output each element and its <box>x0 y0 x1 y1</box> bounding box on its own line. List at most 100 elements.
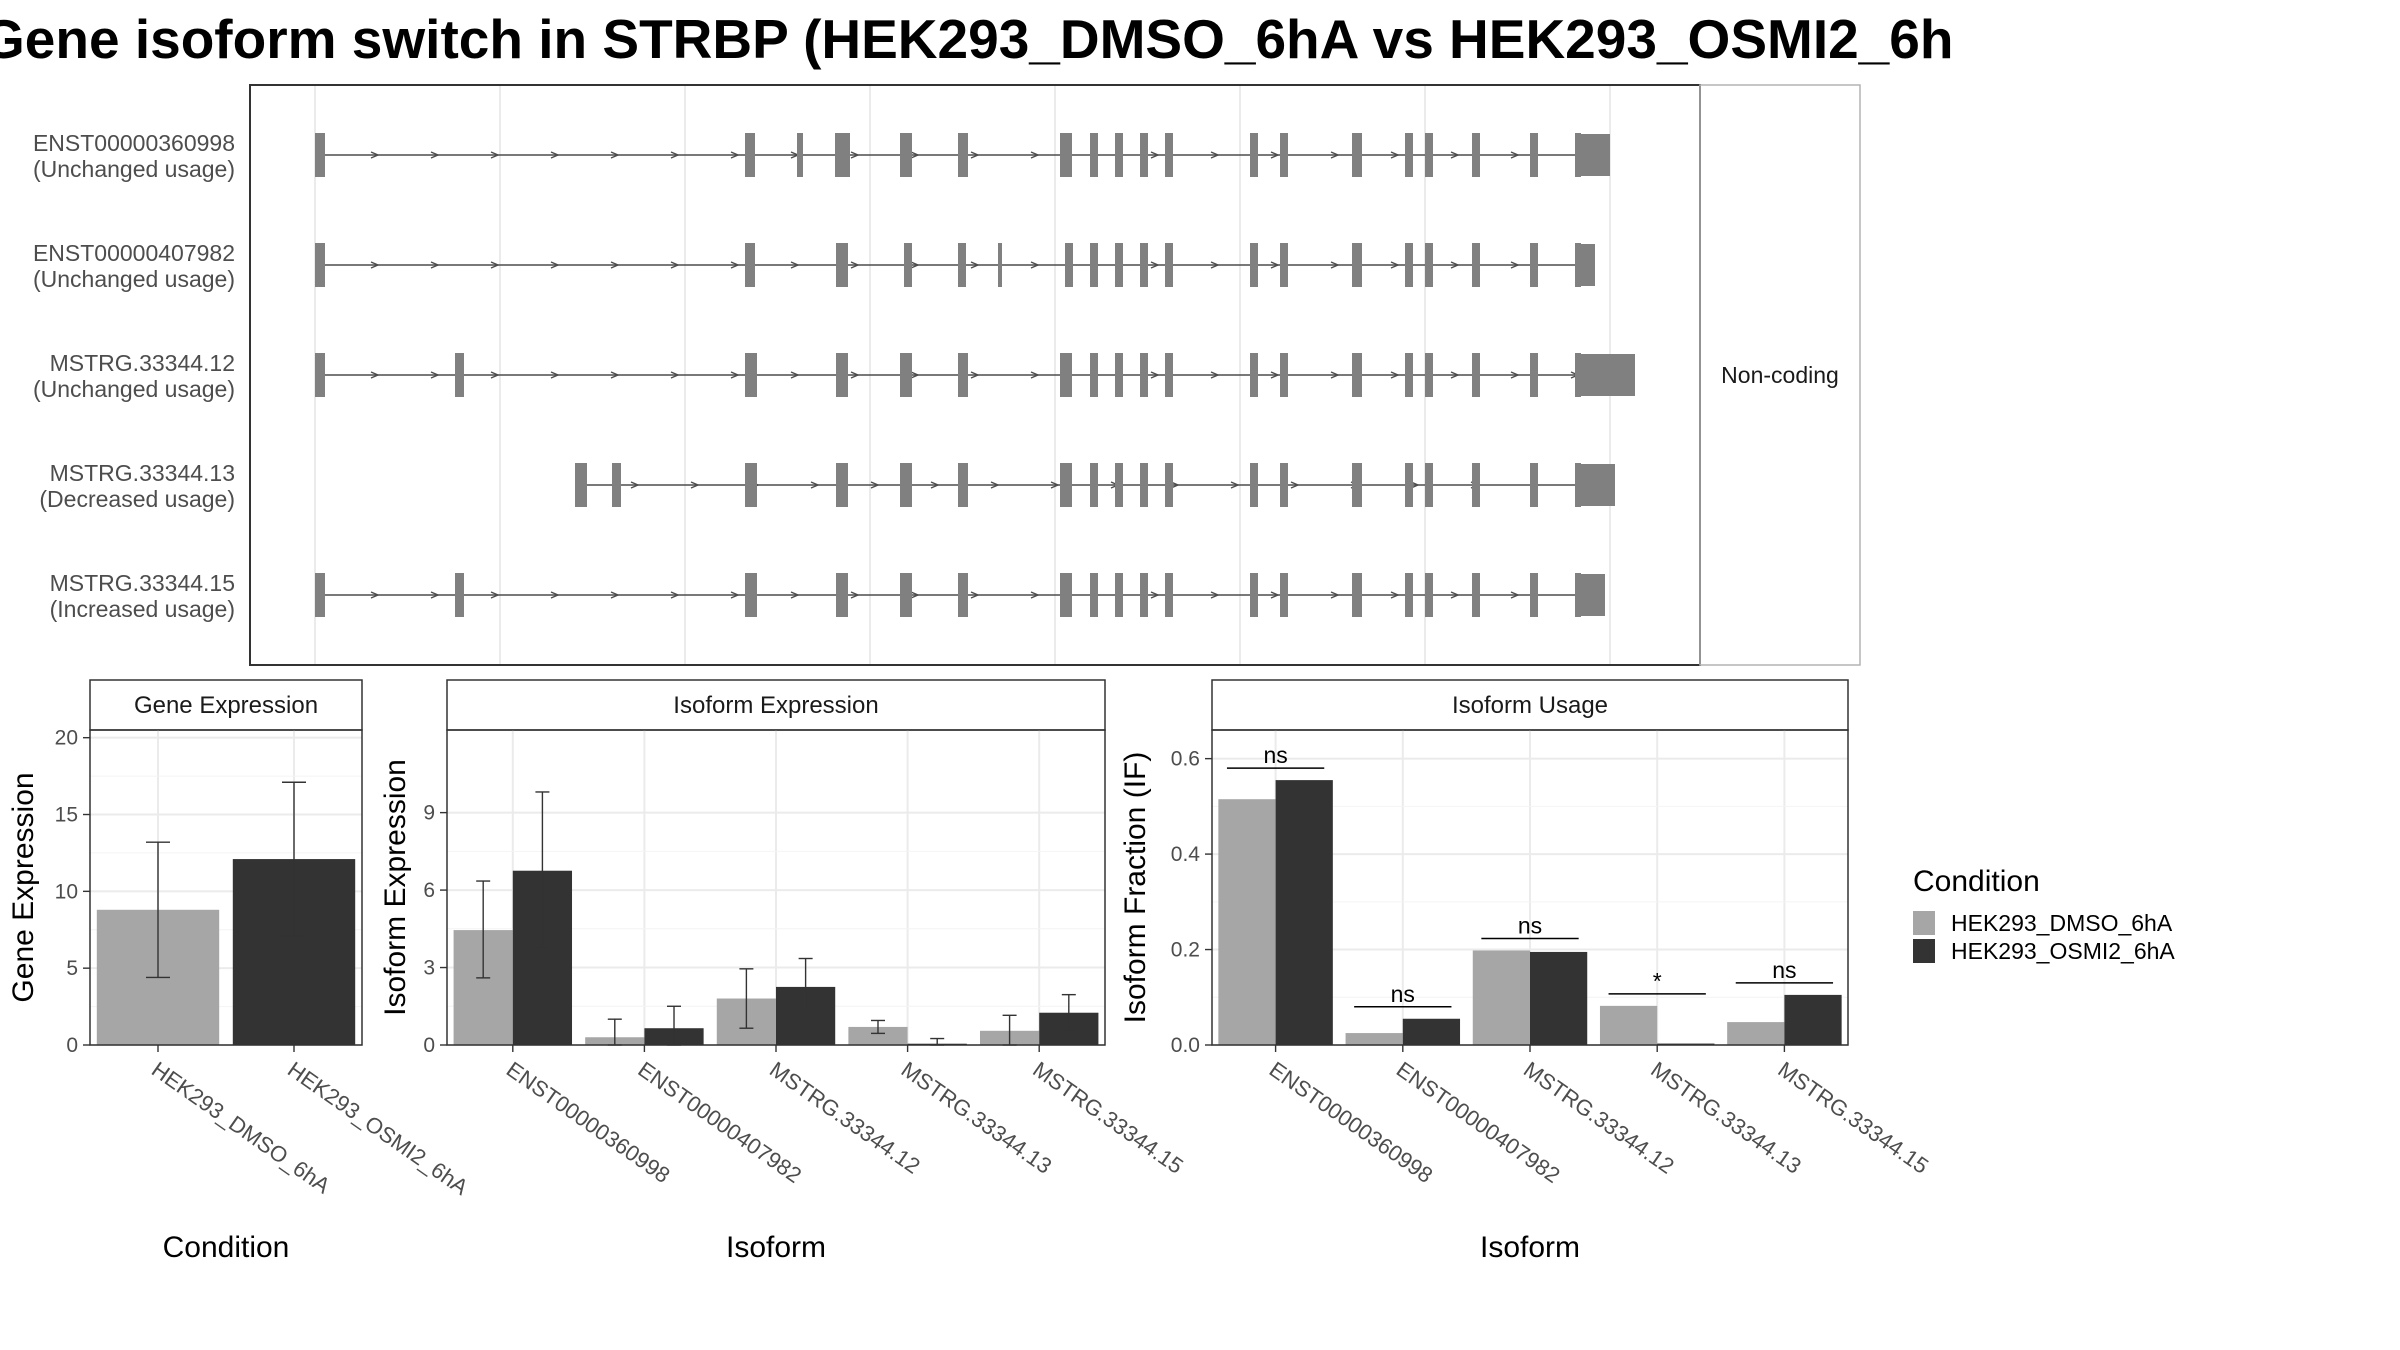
exon-block <box>958 463 968 507</box>
exon-block <box>1580 134 1610 176</box>
exon-block <box>797 133 803 177</box>
bar-osmi <box>1275 780 1333 1045</box>
panel-strip-title: Gene Expression <box>134 692 318 719</box>
exon-block <box>1140 573 1148 617</box>
exon-block <box>1165 133 1173 177</box>
panel-strip <box>1211 679 1849 731</box>
exon-block <box>1140 353 1148 397</box>
legend-title: Condition <box>1913 865 2040 898</box>
strand-arrow <box>610 261 620 269</box>
y-tick-label: 10 <box>55 880 78 903</box>
strand-arrow <box>1330 151 1340 159</box>
strand-arrow <box>1510 371 1520 379</box>
strand-arrow <box>430 591 440 599</box>
isoform-id-label: MSTRG.33344.13 <box>50 460 235 486</box>
exon-block <box>1472 353 1480 397</box>
exon-block <box>745 463 755 507</box>
y-axis-title: Gene Expression <box>7 772 40 1002</box>
exon-block <box>1530 133 1538 177</box>
strand-arrow <box>490 591 500 599</box>
y-tick-label: 0.4 <box>1171 843 1201 866</box>
y-tick-label: 6 <box>423 879 435 902</box>
exon-block <box>1425 243 1433 287</box>
isoform-usage-label: (Unchanged usage) <box>33 156 235 182</box>
exon-block <box>958 353 968 397</box>
exon-block <box>1065 243 1073 287</box>
y-axis-title: Isoform Expression <box>379 759 412 1016</box>
strand-arrow <box>1450 151 1460 159</box>
panel-strip-title: Isoform Expression <box>673 692 878 719</box>
y-tick-label: 9 <box>423 802 435 825</box>
strand-arrow <box>370 261 380 269</box>
strand-arrow <box>1450 371 1460 379</box>
exon-block <box>1250 573 1258 617</box>
y-tick-label: 0.2 <box>1171 939 1200 962</box>
strand-arrow <box>1170 481 1180 489</box>
exon-block <box>1405 463 1413 507</box>
bar-dmso <box>1727 1022 1785 1045</box>
strand-arrow <box>1270 261 1280 269</box>
isoform-track <box>575 463 1615 507</box>
isoform-usage-label: (Increased usage) <box>50 596 235 622</box>
exon-block <box>315 243 325 287</box>
strand-arrow <box>370 371 380 379</box>
bar-dmso <box>1345 1033 1403 1045</box>
strand-arrow <box>370 591 380 599</box>
strand-arrow <box>370 151 380 159</box>
strand-arrow <box>430 151 440 159</box>
strand-arrow <box>1270 151 1280 159</box>
strand-arrow <box>870 481 880 489</box>
exon-block <box>1575 353 1581 397</box>
exon-block <box>315 353 325 397</box>
exon-block <box>1580 464 1615 506</box>
strand-arrow <box>850 371 860 379</box>
strand-arrow <box>1210 151 1220 159</box>
exon-block <box>315 133 325 177</box>
bar-osmi <box>1530 951 1588 1045</box>
strand-arrow <box>1150 371 1160 379</box>
strand-arrow <box>910 371 920 379</box>
isoform-id-label: ENST00000407982 <box>33 240 235 266</box>
exon-block <box>1060 463 1072 507</box>
exon-block <box>1530 243 1538 287</box>
bar-dmso <box>1472 950 1530 1045</box>
exon-block <box>1405 353 1413 397</box>
isoform-usage-label: (Unchanged usage) <box>33 376 235 402</box>
y-tick-label: 3 <box>423 957 435 980</box>
strand-arrow <box>1390 261 1400 269</box>
panel-strip <box>446 679 1106 731</box>
exon-block <box>1472 573 1480 617</box>
bars: ns ns ns * ns <box>1218 742 1842 1045</box>
x-axis-title: Isoform <box>726 1231 826 1264</box>
y-tick-label: 15 <box>55 804 78 827</box>
exon-block <box>1115 353 1123 397</box>
coding-strip-border <box>1699 84 1861 666</box>
strand-arrow <box>1030 261 1040 269</box>
exon-block <box>1352 133 1362 177</box>
strand-arrow <box>1050 481 1060 489</box>
exon-block <box>1530 353 1538 397</box>
strand-arrow <box>850 261 860 269</box>
bar-dmso <box>1599 1005 1658 1045</box>
strand-arrow <box>910 591 920 599</box>
exon-block <box>1580 354 1635 396</box>
strand-arrow <box>670 371 680 379</box>
exon-block <box>1250 243 1258 287</box>
exon-block <box>1580 574 1605 616</box>
exon-block <box>1280 243 1288 287</box>
isoform-usage-label: (Unchanged usage) <box>33 266 235 292</box>
gene-expression-panel: Gene Expression05101520HEK293_DMSO_6hAHE… <box>7 679 473 1264</box>
strand-arrow <box>850 591 860 599</box>
exon-block <box>900 353 912 397</box>
exon-block <box>836 573 848 617</box>
strand-arrow <box>1210 591 1220 599</box>
exon-block <box>1425 463 1433 507</box>
strand-arrow <box>1030 371 1040 379</box>
exon-block <box>1060 353 1072 397</box>
exon-block <box>1425 353 1433 397</box>
exon-block <box>1575 133 1581 177</box>
exon-block <box>1352 243 1362 287</box>
strand-arrow <box>1330 371 1340 379</box>
